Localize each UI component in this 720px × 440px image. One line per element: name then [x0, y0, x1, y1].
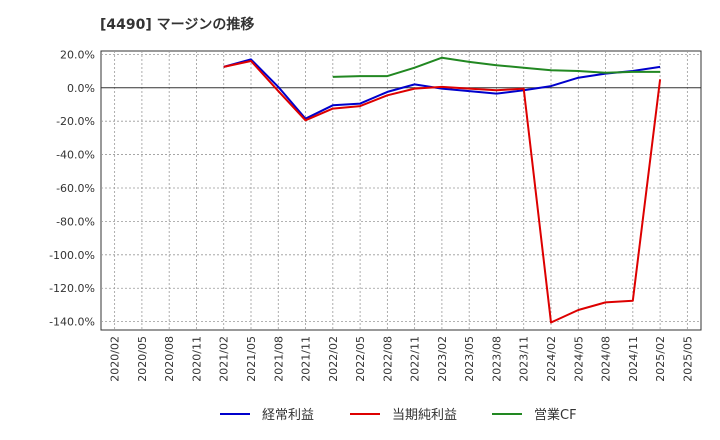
legend: 経常利益 当期純利益 営業CF [220, 407, 577, 423]
y-tick-label: -40.0% [56, 149, 95, 162]
y-tick-label: -140.0% [49, 316, 95, 329]
series-line-1 [223, 60, 662, 324]
y-tick-label: 20.0% [60, 48, 95, 61]
x-tick-label: 2020/08 [163, 336, 176, 382]
x-tick-label: 2022/02 [327, 336, 340, 382]
y-tick-label: -100.0% [49, 249, 95, 262]
grid [101, 51, 701, 330]
x-tick-label: 2025/02 [654, 336, 667, 382]
x-tick-label: 2024/11 [627, 336, 640, 382]
x-tick-label: 2021/08 [272, 336, 285, 382]
x-tick-label: 2023/08 [490, 336, 503, 382]
x-tick-label: 2023/11 [518, 336, 531, 382]
x-tick-label: 2024/08 [600, 336, 613, 382]
legend-label-2: 営業CF [534, 407, 577, 423]
x-tick-label: 2024/05 [572, 336, 585, 382]
x-tick-label: 2020/02 [109, 336, 122, 382]
series-line-0 [223, 58, 661, 120]
x-tick-label: 2023/02 [436, 336, 449, 382]
x-tick-label: 2021/05 [245, 336, 258, 382]
y-axis: 20.0% 0.0% -20.0% -40.0% -60.0% -80.0% -100.0%… [49, 48, 95, 328]
x-tick-label: 2022/11 [409, 336, 422, 382]
legend-label-1: 当期純利益 [392, 408, 457, 423]
y-tick-label: -20.0% [56, 115, 95, 128]
chart-title: [4490] マージンの推移 [100, 16, 254, 33]
x-tick-label: 2021/11 [300, 336, 313, 382]
x-tick-label: 2020/11 [190, 336, 203, 382]
x-tick-label: 2021/02 [218, 336, 231, 382]
series-lines [223, 56, 662, 324]
x-tick-label: 2024/02 [545, 336, 558, 382]
legend-label-0: 経常利益 [262, 408, 314, 423]
plot-area [100, 50, 702, 331]
x-tick-label: 2022/05 [354, 336, 367, 382]
x-tick-label: 2020/05 [136, 336, 149, 382]
x-tick-label: 2025/05 [681, 336, 694, 382]
x-tick-label: 2023/05 [463, 336, 476, 382]
y-tick-label: 0.0% [67, 82, 95, 95]
series-line-2 [332, 56, 661, 78]
x-axis: 2020/02 2020/05 2020/08 2020/11 2021/02 2021/… [109, 336, 695, 382]
y-tick-label: -120.0% [49, 282, 95, 295]
y-tick-label: -80.0% [56, 215, 95, 228]
y-tick-label: -60.0% [56, 182, 95, 195]
x-tick-label: 2022/08 [381, 336, 394, 382]
